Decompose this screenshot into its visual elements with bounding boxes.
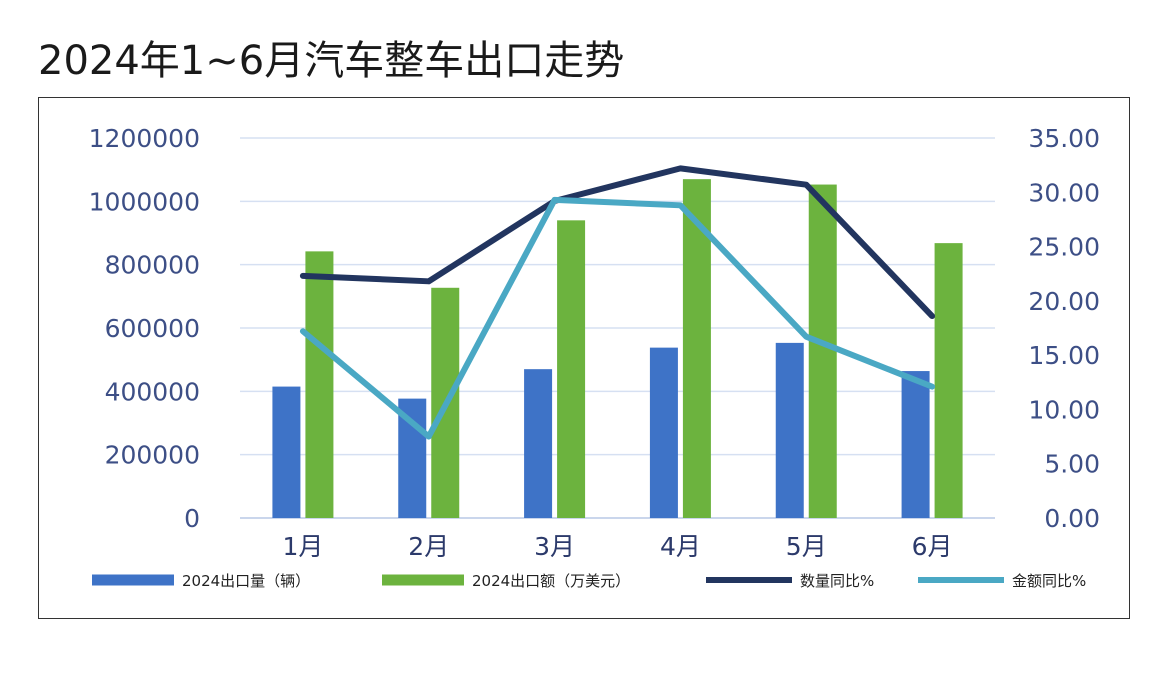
bars-layer [272,179,963,519]
legend-swatch [706,577,792,583]
category-label: 4月 [660,532,701,561]
series-line [299,165,936,320]
left-tick-label: 400000 [105,377,200,406]
legend-label: 2024出口额（万美元） [472,572,630,590]
left-tick-label: 0 [184,504,200,533]
left-tick-label: 1000000 [89,187,200,216]
right-tick-label: 0.00 [1044,504,1100,533]
chart-frame [38,97,1130,619]
legend-label: 数量同比% [800,572,874,590]
right-tick-label: 10.00 [1028,395,1100,424]
category-label: 6月 [912,532,953,561]
gridlines [240,137,995,519]
legend-swatch [918,577,1004,583]
right-tick-label: 5.00 [1044,450,1100,479]
left-tick-label: 1200000 [89,124,200,153]
legend-label: 金额同比% [1012,572,1086,590]
left-axis-ticks: 0 200000 400000 600000 800000 1000000 1200000 [89,124,200,533]
legend-swatch [92,574,174,586]
bar [934,243,963,518]
legend-swatch [382,574,464,586]
left-tick-label: 200000 [105,441,200,470]
chart-title: 2024年1~6月汽车整车出口走势 [38,38,625,84]
bar [305,251,334,518]
bar [901,371,930,518]
bar [775,342,804,518]
right-tick-label: 25.00 [1028,233,1100,262]
bar [808,184,837,519]
right-tick-label: 35.00 [1028,124,1100,153]
category-labels: 1月 2月 3月 4月 5月 6月 [282,532,952,561]
right-axis-ticks: 0.00 5.00 10.00 15.00 20.00 25.00 30.00 35.00 [1028,124,1100,533]
category-label: 1月 [282,532,323,561]
legend-label: 2024出口量（辆） [182,572,310,590]
bar [524,369,553,518]
bar [557,220,586,519]
left-tick-label: 800000 [105,251,200,280]
right-tick-label: 20.00 [1028,287,1100,316]
right-tick-label: 15.00 [1028,341,1100,370]
right-tick-label: 30.00 [1028,178,1100,207]
category-label: 2月 [408,532,449,561]
legend: 2024出口量（辆） 2024出口额（万美元） 数量同比% 金额同比% [92,572,1086,590]
left-tick-label: 600000 [105,314,200,343]
category-label: 3月 [534,532,575,561]
lines-layer [299,165,936,440]
bar [649,347,678,518]
series-line [299,196,936,440]
bar [272,386,301,518]
category-label: 5月 [786,532,827,561]
